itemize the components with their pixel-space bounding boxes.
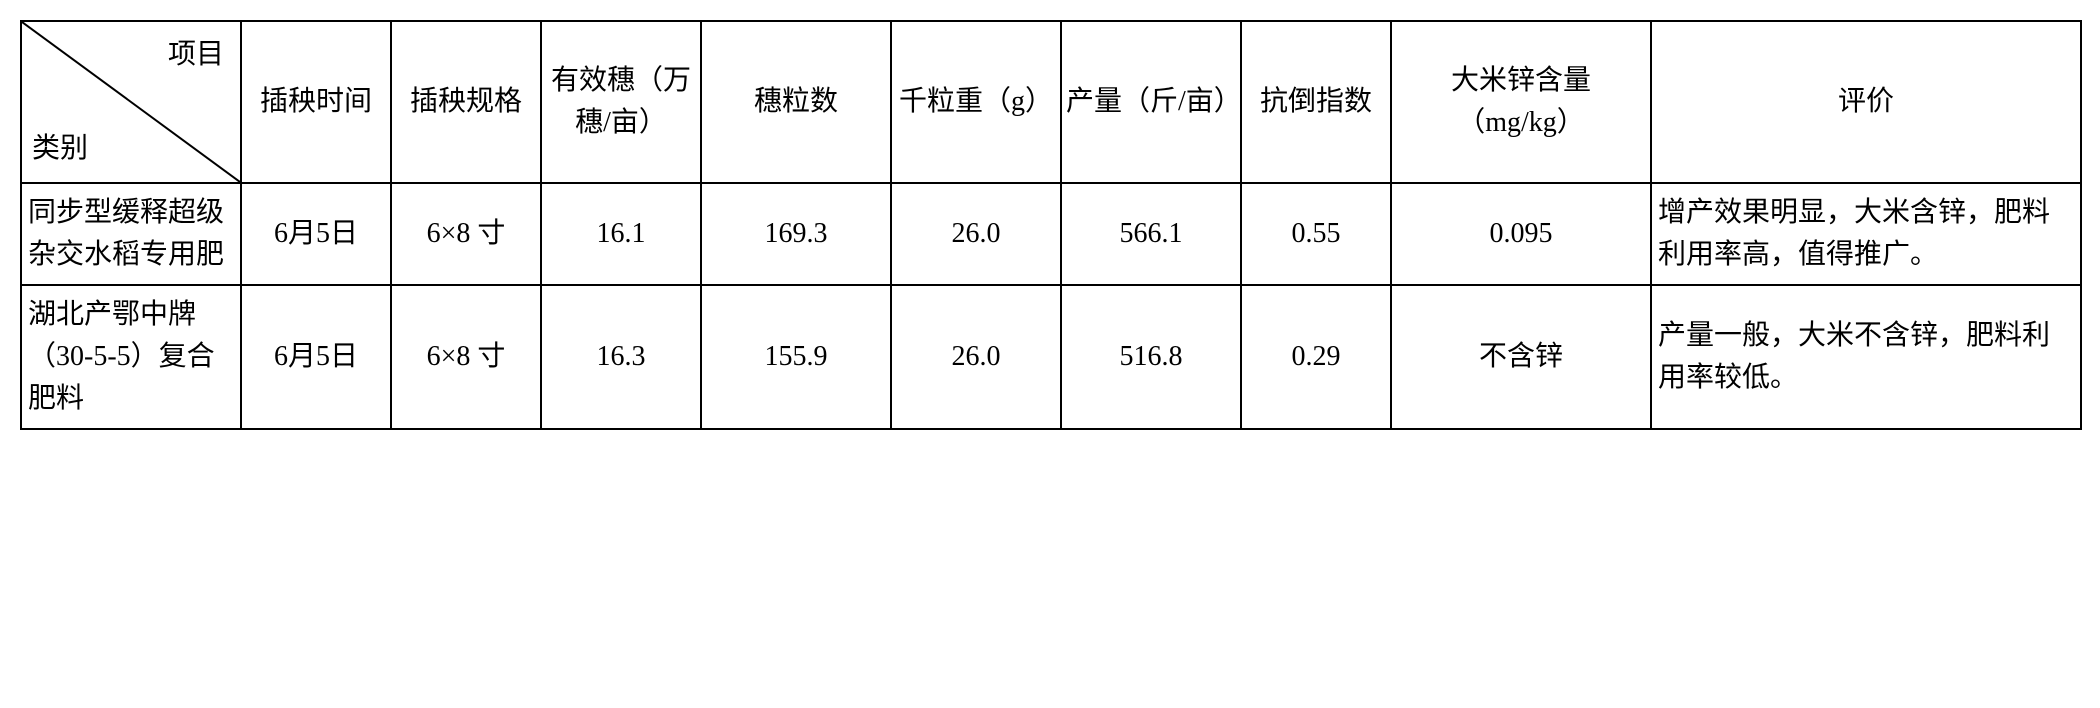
header-yield: 产量（斤/亩） — [1061, 21, 1241, 183]
cell-transplant-spec: 6×8 寸 — [391, 183, 541, 285]
cell-evaluation: 产量一般，大米不含锌，肥料利用率较低。 — [1651, 285, 2081, 429]
cell-grains-per-panicle: 155.9 — [701, 285, 891, 429]
header-zinc-content: 大米锌含量（mg/kg） — [1391, 21, 1651, 183]
cell-transplant-spec: 6×8 寸 — [391, 285, 541, 429]
cell-lodging-index: 0.29 — [1241, 285, 1391, 429]
table-row: 同步型缓释超级杂交水稻专用肥 6月5日 6×8 寸 16.1 169.3 26.… — [21, 183, 2081, 285]
fertilizer-comparison-table: 项目 类别 插秧时间 插秧规格 有效穗（万穗/亩） 穗粒数 千粒重（g） 产量（… — [20, 20, 2082, 430]
cell-transplant-date: 6月5日 — [241, 285, 391, 429]
header-diag-top: 项目 — [168, 34, 224, 76]
cell-category: 湖北产鄂中牌（30-5-5）复合肥料 — [21, 285, 241, 429]
cell-transplant-date: 6月5日 — [241, 183, 391, 285]
cell-thousand-grain-weight: 26.0 — [891, 285, 1061, 429]
cell-effective-panicles: 16.3 — [541, 285, 701, 429]
cell-yield: 566.1 — [1061, 183, 1241, 285]
table-row: 湖北产鄂中牌（30-5-5）复合肥料 6月5日 6×8 寸 16.3 155.9… — [21, 285, 2081, 429]
header-grains-per-panicle: 穗粒数 — [701, 21, 891, 183]
header-transplant-spec: 插秧规格 — [391, 21, 541, 183]
header-thousand-grain-weight: 千粒重（g） — [891, 21, 1061, 183]
header-diag-bottom: 类别 — [32, 128, 88, 170]
header-row: 项目 类别 插秧时间 插秧规格 有效穗（万穗/亩） 穗粒数 千粒重（g） 产量（… — [21, 21, 2081, 183]
cell-grains-per-panicle: 169.3 — [701, 183, 891, 285]
cell-effective-panicles: 16.1 — [541, 183, 701, 285]
cell-lodging-index: 0.55 — [1241, 183, 1391, 285]
header-effective-panicles: 有效穗（万穗/亩） — [541, 21, 701, 183]
header-evaluation: 评价 — [1651, 21, 2081, 183]
cell-thousand-grain-weight: 26.0 — [891, 183, 1061, 285]
header-transplant-date: 插秧时间 — [241, 21, 391, 183]
cell-zinc-content: 不含锌 — [1391, 285, 1651, 429]
cell-zinc-content: 0.095 — [1391, 183, 1651, 285]
header-lodging-index: 抗倒指数 — [1241, 21, 1391, 183]
diagonal-header-cell: 项目 类别 — [21, 21, 241, 183]
cell-evaluation: 增产效果明显，大米含锌，肥料利用率高，值得推广。 — [1651, 183, 2081, 285]
cell-category: 同步型缓释超级杂交水稻专用肥 — [21, 183, 241, 285]
cell-yield: 516.8 — [1061, 285, 1241, 429]
